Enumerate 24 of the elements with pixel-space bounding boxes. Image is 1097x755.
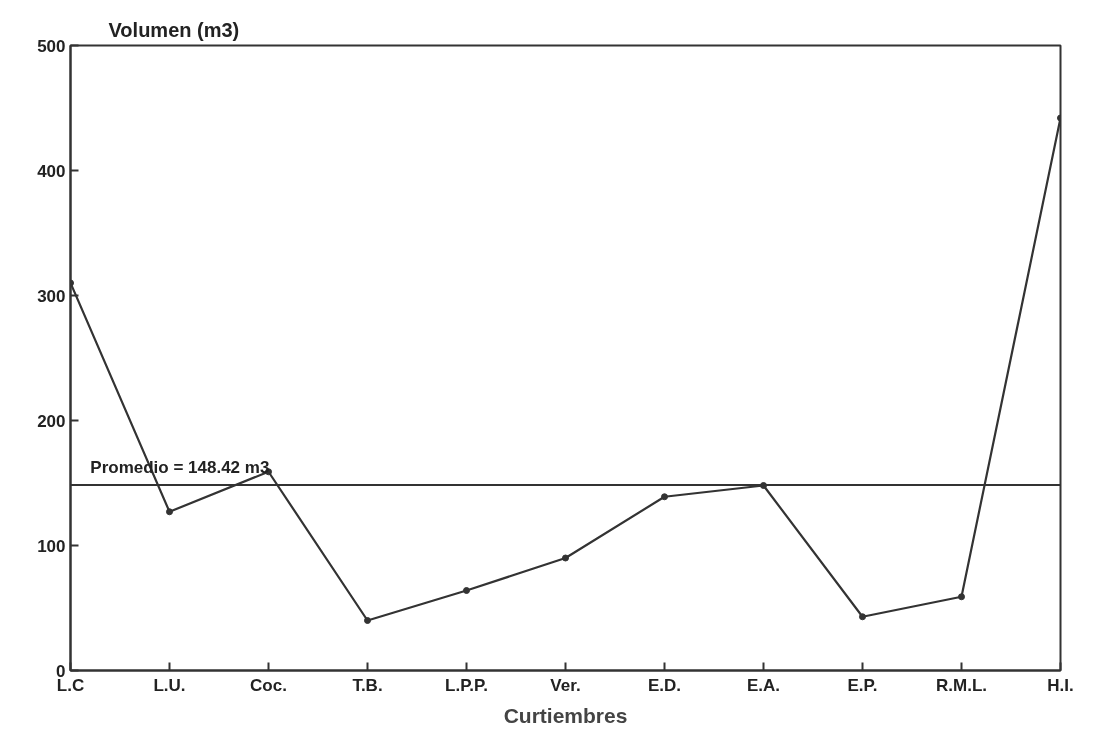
y-tick-label: 300: [37, 286, 66, 306]
y-tick-label: 100: [37, 536, 66, 556]
point: [166, 508, 173, 516]
point: [364, 617, 371, 624]
x-tick-label: E.P.: [847, 675, 878, 695]
point: [661, 493, 668, 501]
x-tick-label: Ver.: [550, 675, 581, 695]
point: [562, 554, 569, 562]
point: [958, 593, 965, 601]
point: [463, 587, 470, 594]
y-tick-label: 500: [37, 36, 66, 56]
x-tick-label: E.A.: [746, 675, 781, 695]
x-tick-label: Coc.: [250, 675, 287, 695]
x-tick-label: L.U.: [153, 675, 186, 695]
y-tick-label: 400: [37, 161, 66, 181]
point: [859, 613, 866, 621]
x-axis-title: Curtiembres: [503, 703, 628, 727]
x-tick-label: T.B.: [352, 675, 383, 695]
y-tick-label: 200: [37, 411, 66, 431]
x-tick-label: L.P.P.: [445, 675, 488, 695]
x-tick-label: H.I.: [1047, 675, 1074, 695]
x-tick-label: R.M.L.: [936, 675, 987, 695]
y-axis-title: Volumen (m3): [108, 18, 240, 41]
x-tick-label: E.D.: [647, 675, 682, 695]
